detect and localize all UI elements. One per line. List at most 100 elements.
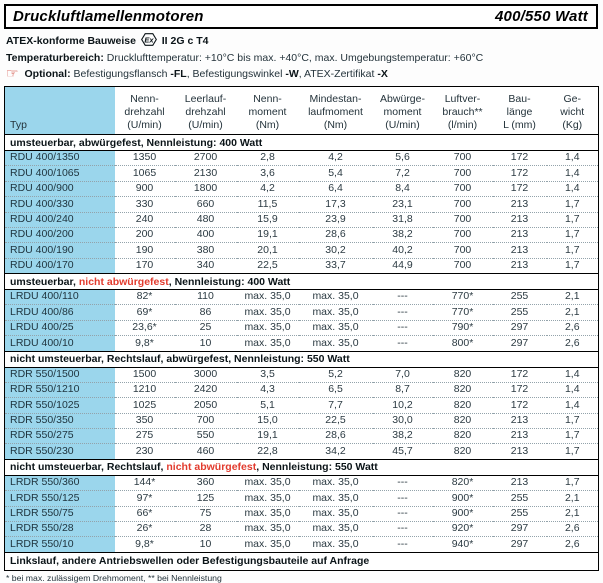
value-luftverbrauch: 900* — [432, 506, 493, 522]
value-gewicht: 1,4 — [546, 367, 599, 383]
value-baulaenge: 172 — [492, 150, 547, 167]
motor-type-cell: RDU 400/200 — [4, 227, 115, 244]
value-nenndrehzahl: 230 — [114, 443, 175, 460]
table-row: LRDU 400/10 9,8* 10 max. 35,0 max. 35,0 --- 80… — [4, 335, 599, 352]
value-leerlaufdrehzahl: 380 — [174, 242, 237, 259]
value-gewicht: 1,4 — [546, 397, 599, 414]
section-header-2: nicht umsteuerbar, Rechtslauf, abwürgefe… — [4, 350, 599, 368]
motor-type-cell: LRDU 400/110 — [4, 289, 115, 306]
motor-spec-table: Typ Nenn- drehzahl (U/min) Leerlauf- drehz… — [4, 86, 599, 571]
value-abwuergemoment: 40,2 — [372, 242, 433, 259]
atex-prefix: ATEX-konforme Bauweise — [6, 35, 136, 47]
value-luftverbrauch: 820 — [432, 443, 493, 460]
optional-part: , ATEX-Zertifikat — [298, 68, 378, 80]
section-header-0: umsteuerbar, abwürgefest, Nennleistung: … — [4, 134, 599, 151]
motor-type-cell: RDU 400/900 — [4, 181, 115, 198]
value-nenndrehzahl: 200 — [114, 227, 175, 244]
value-nenndrehzahl: 144* — [114, 475, 175, 492]
section-header-label: umsteuerbar, abwürgefest, Nennleistung: … — [4, 134, 599, 151]
value-abwuergemoment: --- — [372, 289, 433, 306]
value-abwuergemoment: 10,2 — [372, 397, 433, 414]
value-nenndrehzahl: 1025 — [114, 397, 175, 414]
value-mindestanlaufmoment: 7,7 — [298, 397, 373, 414]
value-luftverbrauch: 820* — [432, 475, 493, 492]
value-nennmoment: max. 35,0 — [236, 475, 299, 492]
column-header-typ: Typ — [4, 86, 115, 135]
value-abwuergemoment: 5,6 — [372, 150, 433, 167]
table-row: RDU 400/200 200 400 19,1 28,6 38,2 700 213 1,7 — [4, 227, 599, 244]
section-label-text: nicht umsteuerbar, Rechtslauf, — [10, 461, 167, 474]
value-nenndrehzahl: 97* — [114, 490, 175, 507]
value-abwuergemoment: 7,2 — [372, 165, 433, 182]
column-header-baulaenge: Bau- länge L (mm) — [492, 86, 547, 135]
atex-suffix: II 2G c T4 — [161, 35, 209, 47]
table-row: RDR 550/1025 1025 2050 5,1 7,7 10,2 820 172 1,4 — [4, 397, 599, 414]
value-abwuergemoment: 8,4 — [372, 181, 433, 198]
value-luftverbrauch: 920* — [432, 521, 493, 538]
value-luftverbrauch: 700 — [432, 242, 493, 259]
temperature-text: Drucklufttemperatur: +10°C bis max. +40°… — [106, 52, 484, 64]
section-label-warning: nicht abwürgefest — [166, 461, 257, 474]
motor-type-cell: RDR 550/275 — [4, 428, 115, 445]
table-row: RDU 400/1350 1350 2700 2,8 4,2 5,6 700 172 1,4 — [4, 150, 599, 167]
value-luftverbrauch: 820 — [432, 382, 493, 399]
section-header-1: umsteuerbar, nicht abwürgefest, Nennleis… — [4, 273, 599, 290]
motor-type-cell: RDR 550/230 — [4, 443, 115, 460]
value-leerlaufdrehzahl: 86 — [174, 304, 237, 321]
table-row: RDU 400/170 170 340 22,5 33,7 44,9 700 213 1,7 — [4, 258, 599, 275]
value-baulaenge: 172 — [492, 397, 547, 414]
value-luftverbrauch: 900* — [432, 490, 493, 507]
value-leerlaufdrehzahl: 125 — [174, 490, 237, 507]
value-nennmoment: 4,2 — [236, 181, 299, 198]
value-gewicht: 2,1 — [546, 490, 599, 507]
title-bar: Druckluftlamellenmotoren 400/550 Watt — [4, 4, 598, 29]
column-header-gewicht: Ge- wicht (Kg) — [546, 86, 599, 135]
value-nenndrehzahl: 1210 — [114, 382, 175, 399]
value-gewicht: 1,7 — [546, 258, 599, 275]
value-nennmoment: max. 35,0 — [236, 335, 299, 352]
column-header-nennmoment: Nenn- moment (Nm) — [236, 86, 299, 135]
value-abwuergemoment: --- — [372, 304, 433, 321]
value-gewicht: 1,4 — [546, 150, 599, 167]
section-label-text: , Nennleistung: 400 Watt — [168, 275, 291, 288]
value-mindestanlaufmoment: 5,4 — [298, 165, 373, 182]
value-leerlaufdrehzahl: 660 — [174, 196, 237, 213]
value-leerlaufdrehzahl: 400 — [174, 227, 237, 244]
value-gewicht: 1,4 — [546, 165, 599, 182]
motor-type-cell: LRDU 400/25 — [4, 320, 115, 337]
value-mindestanlaufmoment: 23,9 — [298, 212, 373, 228]
value-mindestanlaufmoment: 6,4 — [298, 181, 373, 198]
value-mindestanlaufmoment: 33,7 — [298, 258, 373, 275]
value-baulaenge: 213 — [492, 475, 547, 492]
value-luftverbrauch: 700 — [432, 165, 493, 182]
value-luftverbrauch: 820 — [432, 397, 493, 414]
temperature-line: Temperaturbereich: Drucklufttemperatur: … — [6, 51, 598, 66]
value-leerlaufdrehzahl: 25 — [174, 320, 237, 337]
motor-type-cell: RDU 400/330 — [4, 196, 115, 213]
value-mindestanlaufmoment: max. 35,0 — [298, 475, 373, 492]
value-nennmoment: 15,0 — [236, 413, 299, 430]
value-leerlaufdrehzahl: 2420 — [174, 382, 237, 399]
value-leerlaufdrehzahl: 75 — [174, 506, 237, 522]
value-baulaenge: 213 — [492, 258, 547, 275]
value-baulaenge: 297 — [492, 536, 547, 553]
value-abwuergemoment: 38,2 — [372, 227, 433, 244]
value-nennmoment: 22,8 — [236, 443, 299, 460]
motor-type-cell: RDR 550/1210 — [4, 382, 115, 399]
column-header-leerlaufdrehzahl: Leerlauf- drehzahl (U/min) — [174, 86, 237, 135]
value-leerlaufdrehzahl: 360 — [174, 475, 237, 492]
section-label-text: nicht umsteuerbar, Rechtslauf, abwürgefe… — [10, 353, 350, 365]
value-leerlaufdrehzahl: 110 — [174, 289, 237, 306]
value-baulaenge: 213 — [492, 196, 547, 213]
atex-line: ATEX-konforme Bauweise Ex II 2G c T4 — [6, 33, 598, 51]
value-baulaenge: 297 — [492, 335, 547, 352]
value-nenndrehzahl: 9,8* — [114, 335, 175, 352]
value-gewicht: 1,4 — [546, 181, 599, 198]
page-title: Druckluftlamellenmotoren — [13, 8, 204, 25]
value-luftverbrauch: 700 — [432, 227, 493, 244]
value-nennmoment: 3,5 — [236, 367, 299, 383]
value-luftverbrauch: 790* — [432, 320, 493, 337]
table-row: RDU 400/330 330 660 11,5 17,3 23,1 700 213 1,7 — [4, 196, 599, 213]
value-leerlaufdrehzahl: 28 — [174, 521, 237, 538]
value-gewicht: 2,6 — [546, 536, 599, 553]
